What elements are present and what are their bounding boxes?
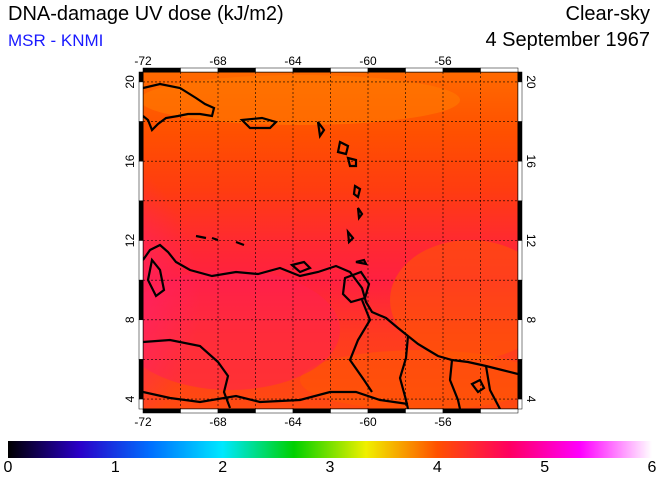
- lon-tick-label: -64: [284, 54, 302, 68]
- frame-segment: [517, 279, 523, 321]
- frame-segment: [292, 67, 331, 73]
- graticule: [143, 72, 518, 409]
- coastlines: [143, 82, 518, 409]
- lat-tick-label: 16: [123, 154, 137, 168]
- lesser-antilles-3: [346, 156, 358, 168]
- lon-tick-label: -68: [209, 415, 227, 429]
- lat-tick-label: 16: [524, 155, 538, 169]
- frame-segment: [138, 398, 144, 410]
- colorbar-label: 2: [218, 459, 228, 476]
- frame-segment: [255, 67, 294, 73]
- lesser-antilles-1: [316, 121, 326, 140]
- map-date: 4 September 1967: [485, 29, 650, 51]
- frame-segment: [405, 408, 444, 414]
- frame-segment: [180, 67, 219, 73]
- frame-segment: [217, 408, 256, 414]
- margarita-coast: [289, 260, 312, 274]
- lon-tick-label: -64: [284, 415, 302, 429]
- frame-segment: [330, 67, 369, 73]
- sky-condition: Clear-sky: [565, 3, 650, 25]
- frame-segment: [517, 398, 523, 410]
- frame-segment: [367, 67, 406, 73]
- frame-segment: [517, 240, 523, 281]
- lat-tick-label: 4: [524, 396, 538, 403]
- lon-tick-label: -60: [359, 415, 377, 429]
- lat-tick-label: 8: [123, 316, 137, 323]
- colorbar-label: 5: [540, 459, 550, 476]
- lake-maracaibo: [146, 257, 166, 298]
- lon-tick-label: -56: [434, 54, 452, 68]
- frame-segment: [480, 408, 519, 414]
- frame-segment: [330, 408, 369, 414]
- puerto-rico-coast: [239, 116, 279, 130]
- frame-segment: [517, 71, 523, 83]
- lon-tick-label: -72: [134, 54, 152, 68]
- lat-tick-label: 20: [524, 75, 538, 89]
- frame-segment: [138, 279, 144, 321]
- data-source: MSR - KNMI: [8, 31, 104, 50]
- frame-segment: [517, 319, 523, 360]
- frame-segment: [517, 81, 523, 122]
- small-islands-a: [195, 234, 245, 247]
- frame-segment: [138, 319, 144, 360]
- colorbar: [8, 441, 652, 458]
- colorbar-label: 1: [110, 459, 120, 476]
- small-island-east: [470, 378, 486, 394]
- uv-field: [143, 72, 518, 409]
- lon-tick-label: -60: [359, 54, 377, 68]
- lat-tick-label: 12: [123, 234, 137, 248]
- east-border: [484, 365, 501, 409]
- lon-tick-label: -56: [434, 415, 452, 429]
- map-title: DNA-damage UV dose (kJ/m2): [8, 3, 284, 25]
- frame-segment: [138, 200, 144, 241]
- frame-segment: [217, 67, 256, 73]
- lesser-antilles-2: [336, 140, 350, 156]
- frame-border: [138, 67, 523, 414]
- colorbar-label: 4: [432, 459, 442, 476]
- frame-segment: [517, 200, 523, 241]
- frame-segment: [517, 160, 523, 202]
- guyana-border: [348, 299, 373, 393]
- frame-segment: [180, 408, 219, 414]
- frame-segment: [442, 67, 481, 73]
- frame-segment: [138, 160, 144, 202]
- frame-segment: [138, 359, 144, 400]
- frame-segment: [517, 121, 523, 162]
- lon-tick-label: -68: [209, 54, 227, 68]
- frame-segment: [138, 240, 144, 281]
- lesser-antilles-6: [346, 228, 355, 245]
- colorbar-label: 3: [325, 459, 335, 476]
- lat-tick-label: 20: [123, 75, 137, 89]
- french-guiana-border: [448, 359, 462, 409]
- frame-segment: [405, 67, 444, 73]
- frame-segment: [292, 408, 331, 414]
- frame-segment: [442, 408, 481, 414]
- lat-tick-label: 4: [123, 395, 137, 402]
- lesser-antilles-5: [356, 207, 364, 221]
- lon-ticks-top: -72 -68 -64 -60 -56: [134, 54, 452, 68]
- frame-segment: [255, 408, 294, 414]
- colorbar-label: 0: [3, 459, 13, 476]
- frame-segment: [367, 408, 406, 414]
- colorbar-label: 6: [647, 459, 657, 476]
- frame-segment: [517, 359, 523, 400]
- frame-segment: [138, 121, 144, 162]
- tobago-coast: [355, 258, 368, 266]
- lat-tick-label: 8: [524, 316, 538, 323]
- lat-tick-label: 12: [524, 234, 538, 248]
- lat-ticks-left: 20 16 12 8 4: [123, 75, 137, 403]
- hispaniola-coast: [143, 82, 216, 132]
- lon-ticks-bottom: -72 -68 -64 -60 -56: [134, 415, 452, 429]
- frame-segment: [142, 408, 181, 414]
- frame-segment: [480, 67, 519, 73]
- uv-dose-map: -72 -68 -64 -60 -56 -72 -68 -64 -60 -56 20 16 12 8 4…: [123, 54, 538, 429]
- frame-segment: [138, 81, 144, 122]
- frame-segment: [142, 67, 181, 73]
- frame-segment: [138, 71, 144, 83]
- lesser-antilles-4: [352, 184, 362, 199]
- lat-ticks-right: 20 16 12 8 4: [524, 75, 538, 403]
- lon-tick-label: -72: [134, 415, 152, 429]
